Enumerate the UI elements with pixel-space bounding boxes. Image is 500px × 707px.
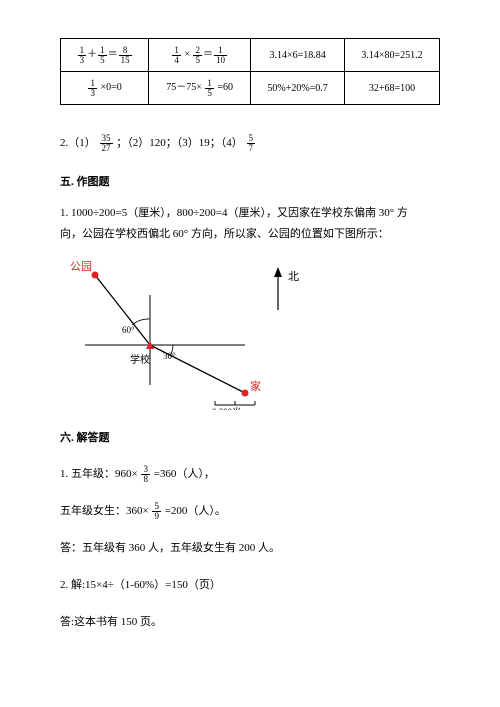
equation-table: 13＋15＝81514 × 25＝1103.14×6=18.843.14×80=… (60, 38, 440, 105)
label-park: 公园 (70, 260, 92, 273)
table-cell: 75－75× 15 =60 (149, 72, 251, 105)
label-home: 家 (250, 379, 261, 393)
q61-answer: 答：五年级有 360 人，五年级女生有 200 人。 (60, 538, 440, 559)
table-cell: 50%+20%=0.7 (251, 72, 345, 105)
table-cell: 13 ×0=0 (61, 72, 149, 105)
q2-mid: ；（2）120；（3）19；（4） (116, 137, 245, 149)
label-ang60: 60° (122, 325, 135, 335)
sec5-line2: 向，公园在学校西偏北 60° 方向，所以家、公园的位置如下图所示： (60, 224, 440, 245)
q2-prefix: 2.（1） (60, 137, 96, 149)
table-cell: 3.14×6=18.84 (251, 39, 345, 72)
q61-frac1: 38 (141, 465, 150, 484)
direction-diagram: 公园 家 60° 30° 学校 北 0 200米 (60, 245, 320, 410)
label-scale: 0 200米 (212, 406, 241, 410)
q62-line1: 2. 解:15×4÷（1-60%）=150（页） (60, 575, 440, 596)
q61-line2: 五年级女生：360× 59 =200（人）。 (60, 501, 440, 522)
q2-frac1: 3527 (100, 134, 113, 153)
label-north: 北 (288, 270, 299, 283)
q2-frac2: 57 (247, 134, 256, 153)
question-2: 2.（1） 3527 ；（2）120；（3）19；（4） 57 (60, 133, 440, 154)
table-cell: 13＋15＝815 (61, 39, 149, 72)
sec5-line1: 1. 1000÷200=5（厘米），800÷200=4（厘米），又因家在学校东偏… (60, 203, 440, 224)
q62-answer: 答:这本书有 150 页。 (60, 612, 440, 633)
label-school: 学校 (130, 353, 150, 366)
table-cell: 3.14×80=251.2 (345, 39, 440, 72)
table-cell: 14 × 25＝110 (149, 39, 251, 72)
section-5-title: 五. 作图题 (60, 172, 440, 193)
table-cell: 32+68=100 (345, 72, 440, 105)
q61-line1: 1. 五年级：960× 38 =360（人）， (60, 464, 440, 485)
section-6-title: 六. 解答题 (60, 428, 440, 449)
label-ang30: 30° (163, 351, 176, 361)
q61-frac2: 59 (152, 502, 161, 521)
